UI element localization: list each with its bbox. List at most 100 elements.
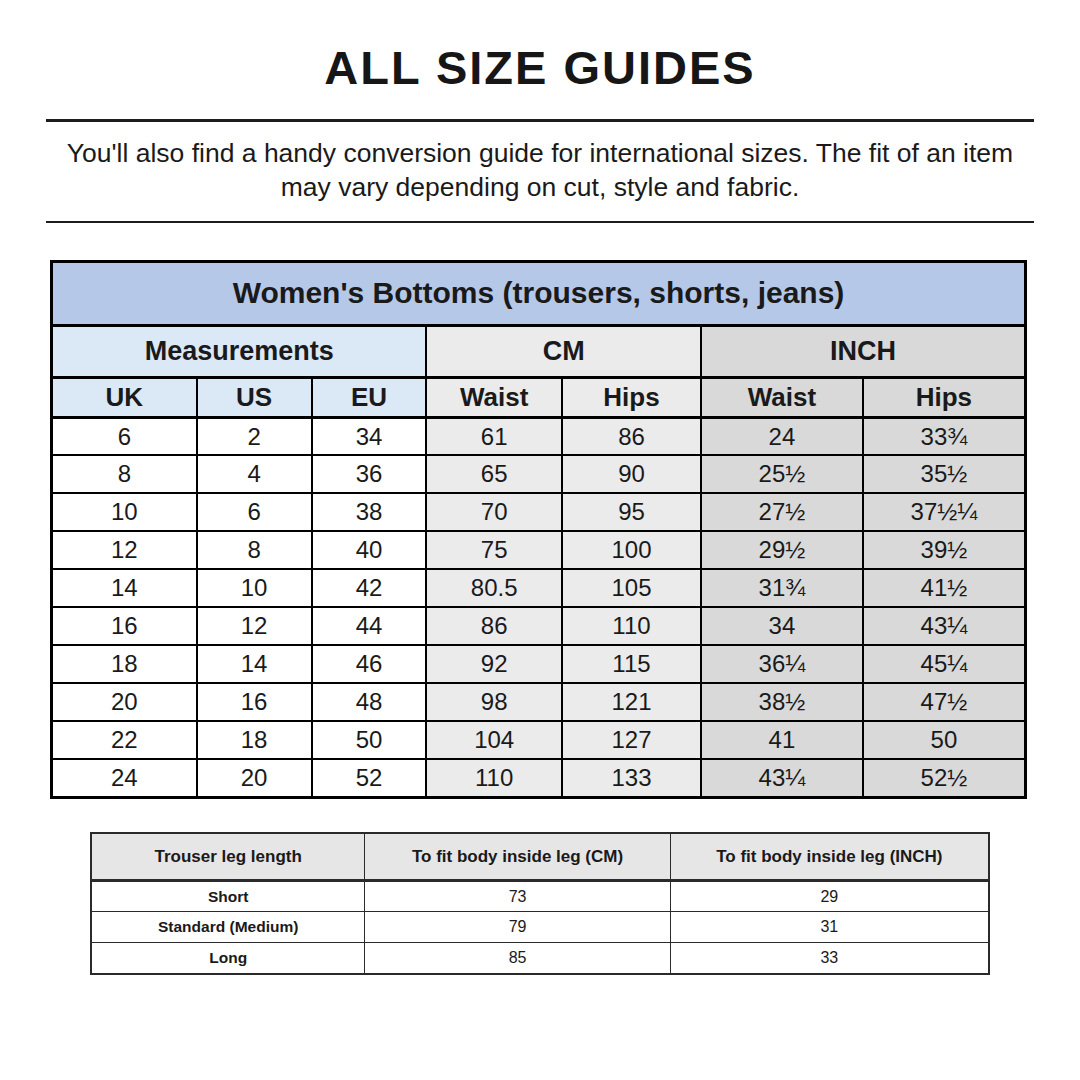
size-cell: 70	[426, 493, 561, 531]
leg-table-row: Long8533	[91, 943, 989, 974]
intro-text: You'll also find a handy conversion guid…	[40, 137, 1040, 205]
size-cell: 10	[197, 569, 312, 607]
leg-table-cell: 29	[670, 881, 989, 912]
size-table-title: Women's Bottoms (trousers, shorts, jeans…	[52, 261, 1026, 325]
size-cell: 100	[562, 531, 701, 569]
size-row: 128407510029½39½	[52, 531, 1026, 569]
size-cell: 50	[863, 721, 1026, 759]
divider-top	[46, 119, 1034, 122]
size-cell: 41½	[863, 569, 1026, 607]
size-cell: 8	[197, 531, 312, 569]
size-cell: 86	[426, 607, 561, 645]
size-table-group-row: MeasurementsCMINCH	[52, 325, 1026, 377]
leg-table-cell: 31	[670, 912, 989, 943]
size-cell: 47½	[863, 683, 1026, 721]
size-row: 8436659025½35½	[52, 455, 1026, 493]
column-header-hips-4: Hips	[562, 377, 701, 417]
column-header-waist-3: Waist	[426, 377, 561, 417]
size-cell: 10	[52, 493, 197, 531]
size-cell: 90	[562, 455, 701, 493]
size-cell: 22	[52, 721, 197, 759]
size-cell: 24	[52, 759, 197, 797]
leg-table-cell: Standard (Medium)	[91, 912, 365, 943]
leg-table-cell: 73	[365, 881, 670, 912]
size-cell: 12	[197, 607, 312, 645]
column-header-eu-2: EU	[312, 377, 427, 417]
size-row: 2218501041274150	[52, 721, 1026, 759]
size-row: 14104280.510531¾41½	[52, 569, 1026, 607]
size-cell: 6	[197, 493, 312, 531]
size-cell: 44	[312, 607, 427, 645]
size-cell: 42	[312, 569, 427, 607]
size-cell: 48	[312, 683, 427, 721]
leg-table-header-1: To fit body inside leg (CM)	[365, 833, 670, 881]
size-cell: 43¼	[701, 759, 863, 797]
size-cell: 41	[701, 721, 863, 759]
size-cell: 115	[562, 645, 701, 683]
size-cell: 127	[562, 721, 701, 759]
size-cell: 37½¼	[863, 493, 1026, 531]
size-cell: 52½	[863, 759, 1026, 797]
size-row: 623461862433¾	[52, 417, 1026, 455]
leg-table-row: Standard (Medium)7931	[91, 912, 989, 943]
size-cell: 36¼	[701, 645, 863, 683]
size-cell: 14	[52, 569, 197, 607]
size-cell: 2	[197, 417, 312, 455]
size-cell: 133	[562, 759, 701, 797]
size-cell: 6	[52, 417, 197, 455]
group-header-inch: INCH	[701, 325, 1025, 377]
size-cell: 86	[562, 417, 701, 455]
column-header-waist-5: Waist	[701, 377, 863, 417]
size-cell: 43¼	[863, 607, 1026, 645]
size-cell: 61	[426, 417, 561, 455]
leg-table-header-0: Trouser leg length	[91, 833, 365, 881]
trouser-leg-length-table: Trouser leg lengthTo fit body inside leg…	[90, 832, 990, 975]
column-header-hips-6: Hips	[863, 377, 1026, 417]
column-header-us-1: US	[197, 377, 312, 417]
page-title: ALL SIZE GUIDES	[0, 0, 1080, 119]
size-cell: 50	[312, 721, 427, 759]
size-cell: 16	[197, 683, 312, 721]
size-cell: 110	[426, 759, 561, 797]
size-cell: 92	[426, 645, 561, 683]
size-cell: 110	[562, 607, 701, 645]
leg-table-header-row: Trouser leg lengthTo fit body inside leg…	[91, 833, 989, 881]
size-cell: 75	[426, 531, 561, 569]
size-row: 161244861103443¼	[52, 607, 1026, 645]
size-cell: 98	[426, 683, 561, 721]
size-cell: 4	[197, 455, 312, 493]
leg-table-cell: Short	[91, 881, 365, 912]
size-cell: 20	[197, 759, 312, 797]
size-cell: 18	[52, 645, 197, 683]
size-row: 1814469211536¼45¼	[52, 645, 1026, 683]
leg-table-cell: 79	[365, 912, 670, 943]
size-cell: 8	[52, 455, 197, 493]
size-cell: 40	[312, 531, 427, 569]
size-table-title-row: Women's Bottoms (trousers, shorts, jeans…	[52, 261, 1026, 325]
size-cell: 18	[197, 721, 312, 759]
leg-table-cell: 85	[365, 943, 670, 974]
size-table-column-header-row: UKUSEUWaistHipsWaistHips	[52, 377, 1026, 417]
size-cell: 12	[52, 531, 197, 569]
size-guide-table: Women's Bottoms (trousers, shorts, jeans…	[50, 260, 1027, 799]
size-cell: 33¾	[863, 417, 1026, 455]
size-cell: 104	[426, 721, 561, 759]
size-cell: 20	[52, 683, 197, 721]
size-cell: 46	[312, 645, 427, 683]
size-cell: 31¾	[701, 569, 863, 607]
size-cell: 27½	[701, 493, 863, 531]
size-cell: 95	[562, 493, 701, 531]
group-header-measurements: Measurements	[52, 325, 427, 377]
size-cell: 34	[701, 607, 863, 645]
size-cell: 52	[312, 759, 427, 797]
column-header-uk-0: UK	[52, 377, 197, 417]
size-cell: 35½	[863, 455, 1026, 493]
size-cell: 45¼	[863, 645, 1026, 683]
size-cell: 65	[426, 455, 561, 493]
size-cell: 80.5	[426, 569, 561, 607]
size-cell: 39½	[863, 531, 1026, 569]
leg-table-cell: Long	[91, 943, 365, 974]
size-cell: 29½	[701, 531, 863, 569]
size-row: 24205211013343¼52½	[52, 759, 1026, 797]
size-cell: 24	[701, 417, 863, 455]
